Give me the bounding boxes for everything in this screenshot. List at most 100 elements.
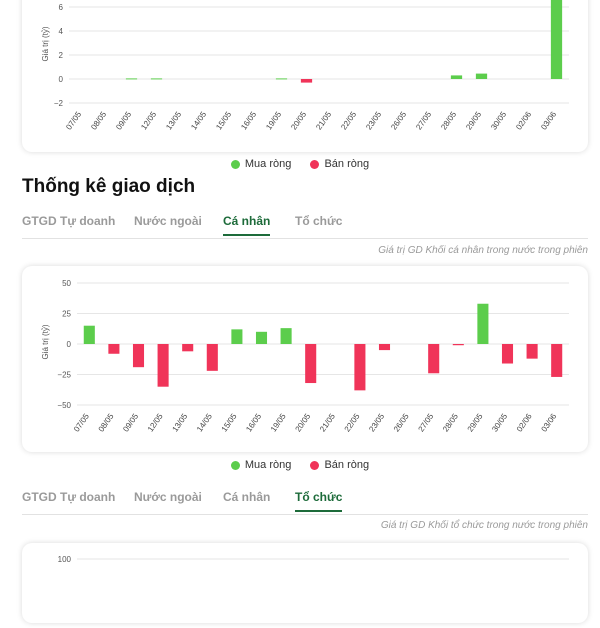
bar [132,344,145,368]
x-tick-label: 19/05 [269,412,288,434]
bar [475,73,488,79]
legend-buy-dot [230,460,240,470]
bar [501,344,514,364]
bar [452,344,464,346]
investor-type-tabs: GTGD Tự doanh Nước ngoài Cá nhân Tổ chức [22,488,588,515]
y-tick-label: 0 [59,75,64,84]
x-tick-label: 03/06 [539,110,558,132]
y-tick-label: 2 [59,51,64,60]
y-tick-label: −50 [57,401,71,410]
legend-buy-label: Mua ròng [244,158,292,170]
bar [255,331,268,344]
tab-foreign[interactable]: Nước ngoài [134,214,202,228]
bar [108,344,120,354]
bar [450,75,463,79]
x-tick-label: 21/05 [314,110,333,132]
y-tick-label: −2 [54,99,64,108]
x-tick-label: 15/05 [214,110,233,132]
x-tick-label: 08/05 [97,412,116,434]
bar [157,344,169,387]
x-tick-label: 27/05 [414,110,433,132]
tab-foreign[interactable]: Nước ngoài [134,490,202,504]
bar [550,0,563,79]
individual-chart-card: 50 25 0 −25 −50 Giá trị (tỷ) 07/05 08/05 09/05 12… [22,266,588,452]
x-tick-label: 16/05 [244,412,263,434]
bar [150,78,163,80]
x-tick-label: 20/05 [289,110,308,132]
bar [231,329,243,344]
x-tick-label: 27/05 [416,412,435,434]
x-tick-label: 23/05 [364,110,383,132]
tab-individual[interactable]: Cá nhân [223,490,271,504]
y-tick-label: 100 [58,555,72,564]
tab-institution[interactable]: Tổ chức [295,214,343,228]
legend-sell[interactable]: Bán ròng [310,459,369,471]
y-tick-label: 6 [59,3,64,12]
x-tick-label: 23/05 [367,412,386,434]
x-tick-label: 02/06 [515,412,534,434]
proprietary-trading-chart-card: 6 4 2 0 −2 Giá trị (tỷ) 07/05 08/05 09/05 12/05 13… [22,0,588,152]
x-tick-label: 29/05 [466,412,485,434]
bar [206,344,218,371]
x-tick-label: 13/05 [170,412,189,434]
legend-sell-dot [310,159,320,169]
x-tick-label: 28/05 [439,110,458,132]
bar [275,78,288,80]
bar [305,344,317,384]
x-tick-label: 09/05 [114,110,133,132]
x-tick-label: 21/05 [318,412,337,434]
tab-proprietary[interactable]: GTGD Tự doanh [22,490,116,504]
x-tick-label: 22/05 [343,412,362,434]
y-tick-label: 0 [67,340,72,349]
legend-buy-label: Mua ròng [244,459,292,471]
individual-chart: 50 25 0 −25 −50 Giá trị (tỷ) 07/05 08/05 09/05 12… [41,279,569,434]
x-tick-label: 14/05 [195,412,214,434]
proprietary-trading-chart: 6 4 2 0 −2 Giá trị (tỷ) 07/05 08/05 09/05 12/05 13… [41,0,569,132]
bar [551,344,563,377]
x-tick-label: 07/05 [72,412,91,434]
x-tick-label: 20/05 [293,412,312,434]
institution-chart: 10050 [58,555,569,564]
legend-buy[interactable]: Mua ròng [230,459,292,471]
x-tick-label: 13/05 [164,110,183,132]
chart-caption-institution: Giá trị GD Khối tổ chức trong nước trong… [380,520,588,531]
x-tick-label: 02/06 [514,110,533,132]
bar [378,344,391,351]
tab-individual[interactable]: Cá nhân [223,214,271,236]
x-tick-label: 26/05 [389,110,408,132]
bar [477,303,489,344]
chart-legend: Mua ròng Bán ròng [0,459,600,473]
institution-chart-card: 10050 [22,543,588,623]
x-tick-label: 09/05 [121,412,140,434]
tab-institution[interactable]: Tổ chức [295,490,343,512]
legend-sell-label: Bán ròng [324,459,370,471]
x-tick-label: 30/05 [489,110,508,132]
chart-legend: Mua ròng Bán ròng [0,158,600,172]
bar [125,78,138,80]
bar [280,328,292,344]
x-tick-label: 07/05 [64,110,83,132]
y-tick-label: 25 [62,310,71,319]
x-tick-label: 22/05 [339,110,358,132]
legend-buy[interactable]: Mua ròng [230,158,292,170]
x-tick-label: 08/05 [89,110,108,132]
y-tick-label: 50 [62,279,71,288]
y-axis-label: Giá trị (tỷ) [41,26,50,61]
legend-sell[interactable]: Bán ròng [310,158,369,170]
x-tick-label: 19/05 [264,110,283,132]
bar [83,325,95,344]
x-tick-label: 16/05 [239,110,258,132]
y-axis-label: Giá trị (tỷ) [41,324,50,359]
y-tick-label: 4 [59,27,64,36]
x-tick-label: 29/05 [464,110,483,132]
x-tick-label: 30/05 [490,412,509,434]
chart-caption-individual: Giá trị GD Khối cá nhân trong nước trong… [378,245,588,256]
x-tick-label: 12/05 [139,110,158,132]
x-tick-label: 28/05 [441,412,460,434]
bar [354,344,366,391]
y-tick-label: −25 [57,371,71,380]
x-tick-label: 12/05 [146,412,165,434]
legend-sell-dot [310,460,320,470]
tab-proprietary[interactable]: GTGD Tự doanh [22,214,116,228]
section-title: Thống kê giao dịch [22,176,196,197]
